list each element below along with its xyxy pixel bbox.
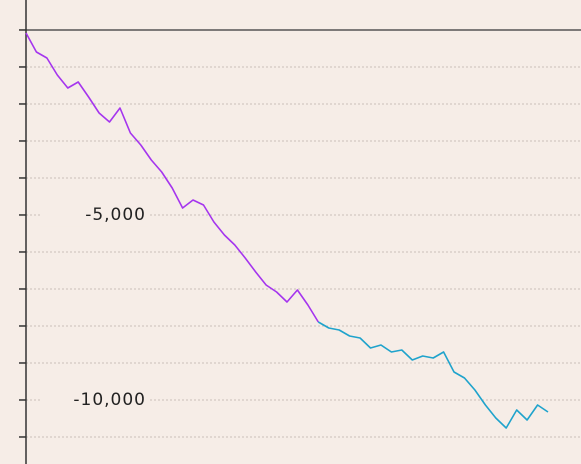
series-line — [317, 321, 549, 429]
y-tick-label: -10,000 — [73, 390, 146, 410]
y-tick-label-bg — [40, 387, 148, 412]
y-tick-label: -5,000 — [85, 205, 146, 225]
series-line — [25, 32, 319, 323]
y-tick-label-bg — [40, 202, 148, 227]
